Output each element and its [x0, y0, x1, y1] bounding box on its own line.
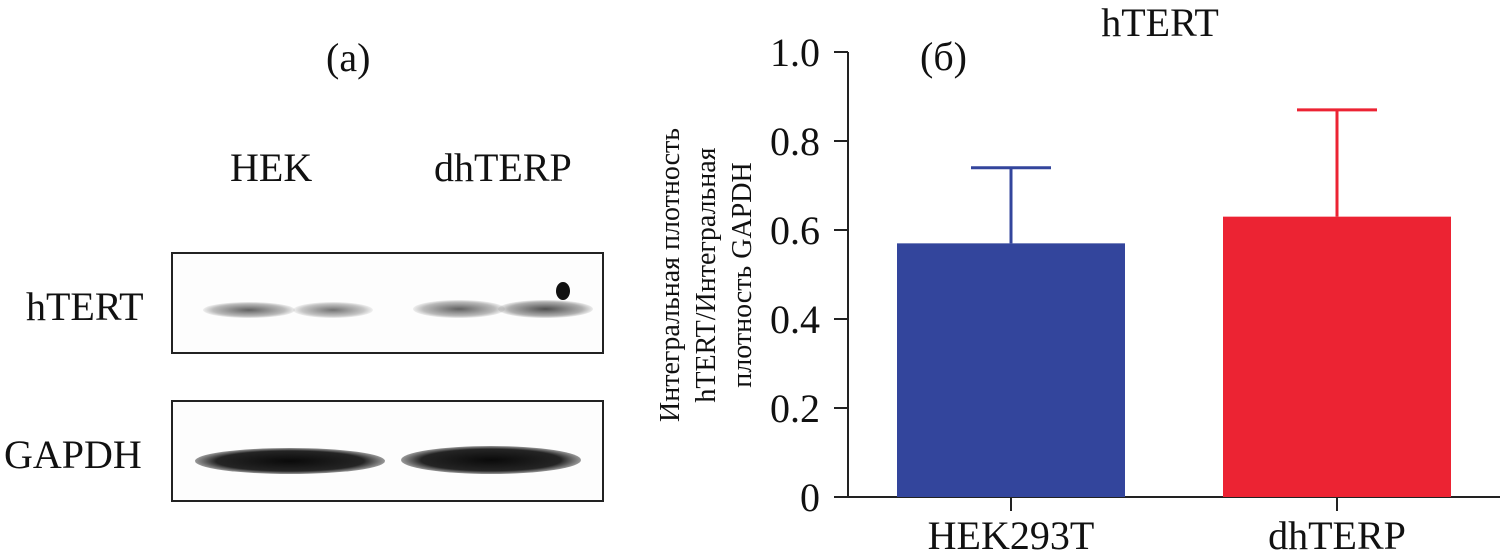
row-label-gapdh: GAPDH	[4, 432, 142, 477]
y-axis-label-line-1: Интегральная плотность	[655, 128, 686, 422]
bar-hek293t	[897, 243, 1125, 497]
htert-blot-spot	[556, 282, 570, 300]
y-tick-label-5: 1.0	[770, 30, 820, 75]
panel-a-label: (a)	[326, 35, 371, 80]
panel-b-label: (б)	[920, 34, 967, 79]
bar-dhterp	[1223, 216, 1451, 497]
y-tick-label-1: 0.2	[770, 386, 820, 431]
htert-band-dhterp-1	[413, 300, 505, 318]
y-axis-label-line-3: плотность GAPDH	[727, 162, 758, 387]
y-tick-label-0: 0	[800, 475, 820, 520]
y-tick-label-3: 0.6	[770, 208, 820, 253]
gapdh-band-dhterp	[401, 446, 581, 474]
htert-band-dhterp-2	[498, 300, 593, 318]
x-tick-label-1: dhTERP	[1268, 513, 1406, 558]
gapdh-band-hek	[195, 448, 385, 474]
x-tick-label-0: HEK293T	[928, 513, 1095, 558]
row-label-htert: hTERT	[26, 284, 144, 329]
htert-band-hek-1	[203, 302, 295, 318]
htert-band-hek-2	[293, 302, 373, 318]
htert-blot-image	[171, 252, 604, 354]
y-axis-label-line-2: hTERT/Интегральная	[691, 147, 722, 402]
y-tick-label-2: 0.4	[770, 297, 820, 342]
lane-label-dhterp: dhTERP	[434, 145, 572, 190]
y-tick-label-4: 0.8	[770, 119, 820, 164]
gapdh-blot-image	[171, 400, 604, 502]
lane-label-hek: HEK	[230, 145, 313, 190]
chart-title: hTERT	[1101, 0, 1219, 45]
